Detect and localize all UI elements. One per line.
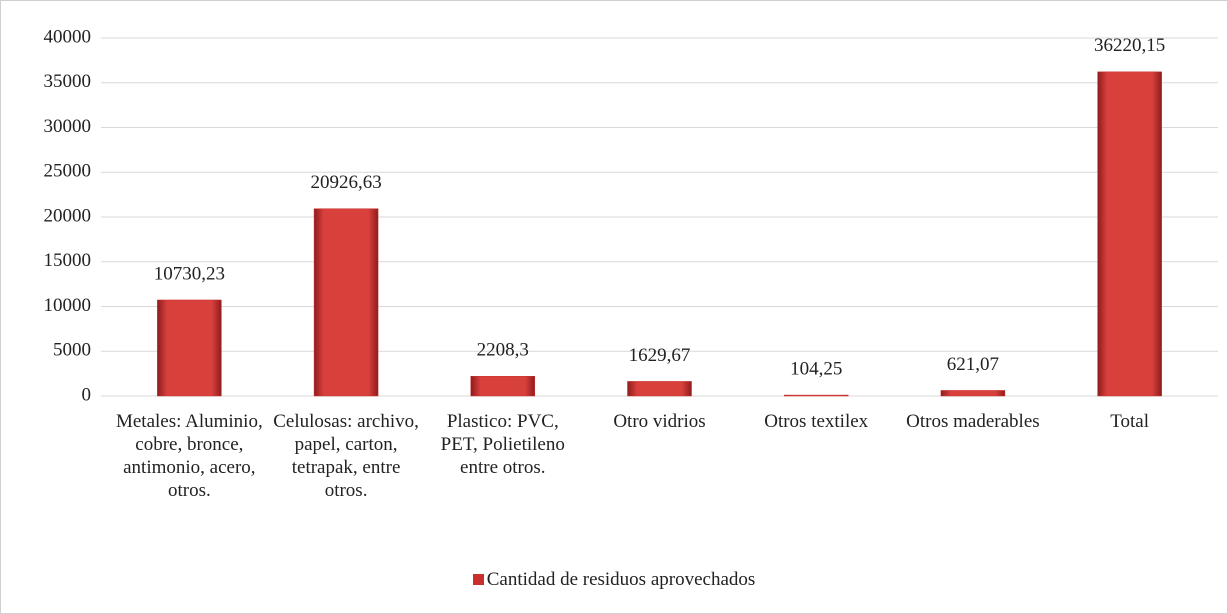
x-tick-label: Celulosas: archivo, papel, carton, tetra… — [273, 411, 419, 501]
legend-label: Cantidad de residuos aprovechados — [486, 569, 756, 590]
x-tick-label: Metales: Aluminio, cobre, bronce, antimo… — [115, 411, 263, 501]
data-label: 104,25 — [790, 358, 842, 379]
data-label: 36220,15 — [1094, 35, 1165, 56]
data-label: 10730,23 — [154, 263, 225, 284]
x-tick-label: Plastico: PVC, PET, Polietileno entre ot… — [440, 411, 565, 478]
y-tick-label: 25000 — [44, 161, 92, 182]
bar — [313, 208, 379, 397]
legend: Cantidad de residuos aprovechados — [1, 569, 1227, 591]
bar — [627, 381, 692, 397]
y-tick-label: 0 — [82, 384, 92, 405]
y-tick-label: 10000 — [44, 295, 92, 316]
y-tick-label: 15000 — [44, 250, 92, 271]
x-tick-label: Total — [1110, 411, 1150, 432]
bar — [940, 390, 1006, 397]
x-tick-label: Otro vidrios — [613, 411, 706, 432]
data-label: 20926,63 — [310, 172, 381, 193]
y-tick-label: 20000 — [44, 205, 92, 226]
x-tick-label: Otros maderables — [906, 411, 1040, 432]
bar — [1097, 71, 1162, 397]
x-tick-label: Otros textilex — [764, 411, 869, 432]
data-label: 2208,3 — [477, 340, 529, 361]
y-tick-label: 40000 — [44, 26, 92, 47]
data-label: 621,07 — [947, 354, 999, 375]
data-label: 1629,67 — [629, 345, 691, 366]
bar — [783, 394, 849, 397]
bar — [470, 375, 536, 397]
y-tick-label: 30000 — [44, 116, 92, 137]
bar — [157, 299, 222, 397]
y-tick-label: 35000 — [44, 71, 92, 92]
legend-swatch — [472, 574, 484, 585]
y-tick-label: 5000 — [53, 340, 91, 361]
